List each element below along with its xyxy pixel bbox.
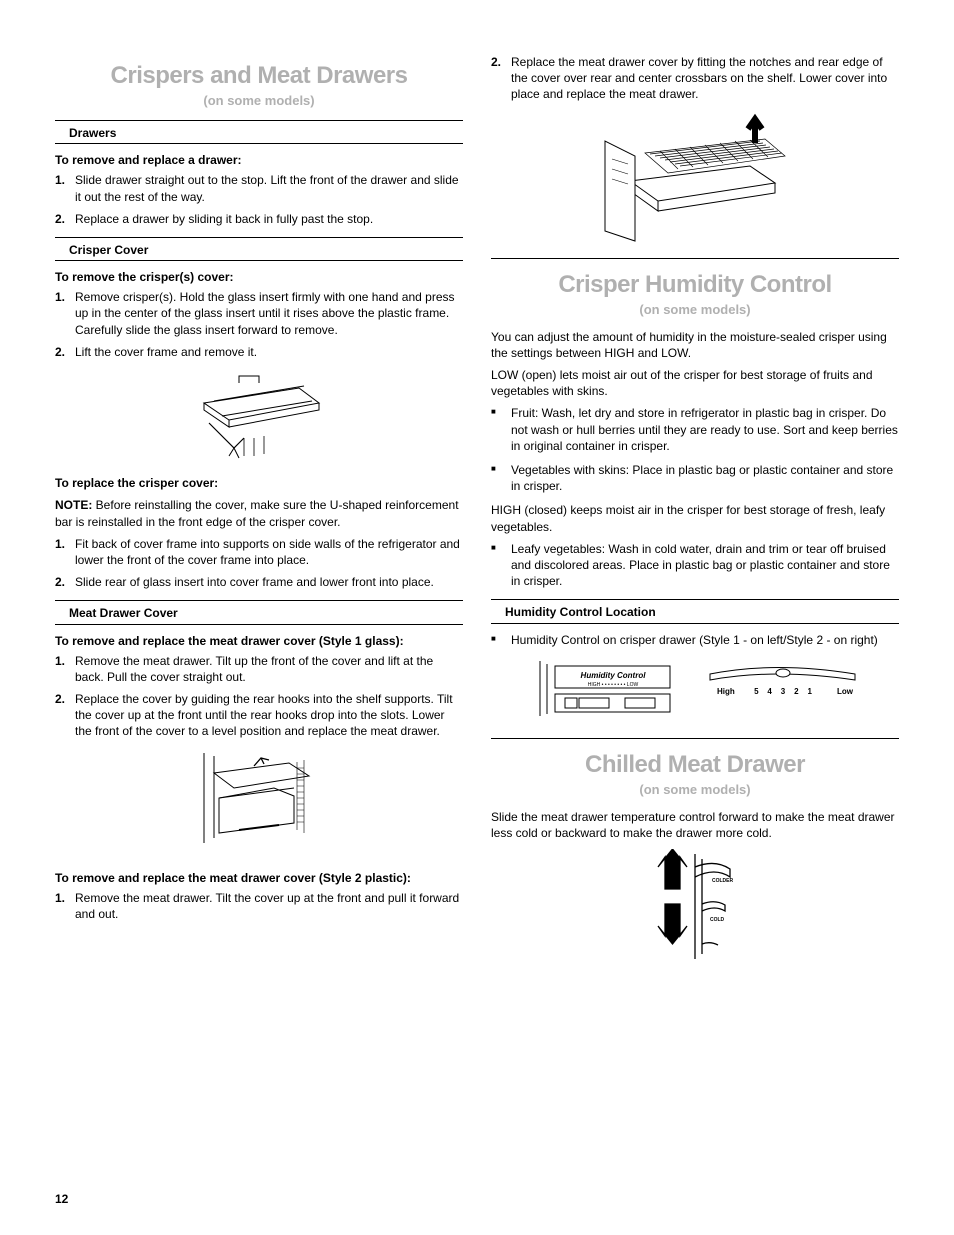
meat-style2-lead: To remove and replace the meat drawer co… xyxy=(55,870,463,886)
chilled-subtitle: (on some models) xyxy=(491,781,899,799)
list-item: Leafy vegetables: Wash in cold water, dr… xyxy=(511,541,899,590)
humidity-location-list: Humidity Control on crisper drawer (Styl… xyxy=(491,632,899,648)
meat-style1-lead: To remove and replace the meat drawer co… xyxy=(55,633,463,649)
svg-text:HIGH • • • • • • • • LOW: HIGH • • • • • • • • LOW xyxy=(588,682,639,688)
divider xyxy=(491,738,899,739)
divider xyxy=(55,260,463,261)
humidity-high-list: Leafy vegetables: Wash in cold water, dr… xyxy=(491,541,899,590)
divider xyxy=(491,599,899,600)
list-item: Fruit: Wash, let dry and store in refrig… xyxy=(511,405,899,454)
list-item: Lift the cover frame and remove it. xyxy=(75,344,463,360)
humidity-title: Crisper Humidity Control xyxy=(491,269,899,301)
list-item: Slide drawer straight out to the stop. L… xyxy=(75,172,463,204)
list-item: Vegetables with skins: Place in plastic … xyxy=(511,462,899,494)
list-item: Humidity Control on crisper drawer (Styl… xyxy=(511,632,878,648)
list-item: Fit back of cover frame into supports on… xyxy=(75,536,463,568)
chilled-title: Chilled Meat Drawer xyxy=(491,749,899,781)
crisper-heading: Crisper Cover xyxy=(55,242,463,258)
crisper-remove-lead: To remove the crisper(s) cover: xyxy=(55,269,463,285)
humidity-intro2: LOW (open) lets moist air out of the cri… xyxy=(491,367,899,399)
meat-style2-list: 1.Remove the meat drawer. Tilt the cover… xyxy=(55,890,463,922)
humidity-subtitle: (on some models) xyxy=(491,301,899,319)
section-subtitle: (on some models) xyxy=(55,92,463,110)
drawers-list: 1.Slide drawer straight out to the stop.… xyxy=(55,172,463,227)
svg-text:High: High xyxy=(717,687,735,696)
crisper-remove-list: 1.Remove crisper(s). Hold the glass inse… xyxy=(55,289,463,360)
divider xyxy=(491,623,899,624)
list-item: Replace a drawer by sliding it back in f… xyxy=(75,211,463,227)
crisper-replace-list: 1.Fit back of cover frame into supports … xyxy=(55,536,463,591)
meat-style2-cont-list: 2.Replace the meat drawer cover by fitti… xyxy=(491,54,899,103)
divider xyxy=(491,258,899,259)
crisper-cover-diagram xyxy=(55,368,463,467)
meat-drawer-diagram xyxy=(55,748,463,862)
humidity-low-list: Fruit: Wash, let dry and store in refrig… xyxy=(491,405,899,494)
chilled-text: Slide the meat drawer temperature contro… xyxy=(491,809,899,841)
crisper-note: NOTE: Before reinstalling the cover, mak… xyxy=(55,497,463,529)
crisper-replace-lead: To replace the crisper cover: xyxy=(55,475,463,491)
svg-text:COLDER: COLDER xyxy=(712,878,734,884)
list-item: Replace the cover by guiding the rear ho… xyxy=(75,691,463,740)
list-item: Remove the meat drawer. Tilt the cover u… xyxy=(75,890,463,922)
meat-style1-list: 1.Remove the meat drawer. Tilt up the fr… xyxy=(55,653,463,740)
svg-text:Low: Low xyxy=(837,687,854,696)
list-item: Replace the meat drawer cover by fitting… xyxy=(511,54,899,103)
shelf-cover-diagram xyxy=(491,111,899,250)
drawers-heading: Drawers xyxy=(55,125,463,141)
page-number: 12 xyxy=(55,1191,68,1207)
list-item: Slide rear of glass insert into cover fr… xyxy=(75,574,463,590)
meat-heading: Meat Drawer Cover xyxy=(55,605,463,621)
chilled-control-diagram: COLDER COLD xyxy=(491,849,899,973)
list-item: Remove crisper(s). Hold the glass insert… xyxy=(75,289,463,338)
humidity-high-text: HIGH (closed) keeps moist air in the cri… xyxy=(491,502,899,534)
svg-text:5 4 3 2 1: 5 4 3 2 1 xyxy=(754,687,812,696)
divider xyxy=(55,143,463,144)
humidity-intro1: You can adjust the amount of humidity in… xyxy=(491,329,899,361)
divider xyxy=(55,120,463,121)
humidity-location-heading: Humidity Control Location xyxy=(491,604,899,620)
section-title: Crispers and Meat Drawers xyxy=(55,60,463,92)
svg-text:COLD: COLD xyxy=(710,917,725,923)
svg-text:Humidity Control: Humidity Control xyxy=(581,671,647,680)
drawers-lead: To remove and replace a drawer: xyxy=(55,152,463,168)
divider xyxy=(55,624,463,625)
list-item: Remove the meat drawer. Tilt up the fron… xyxy=(75,653,463,685)
humidity-control-diagram: Humidity Control HIGH • • • • • • • • LO… xyxy=(491,656,899,730)
divider xyxy=(55,600,463,601)
divider xyxy=(55,237,463,238)
